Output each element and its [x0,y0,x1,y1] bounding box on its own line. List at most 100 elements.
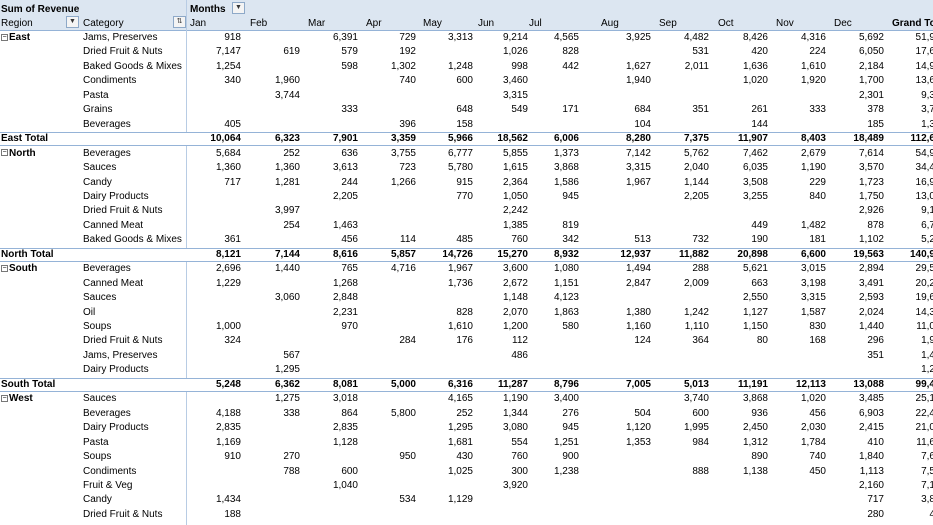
value-cell[interactable]: 1,040 [332,479,358,491]
value-cell[interactable]: 864 [341,407,358,419]
value-cell[interactable]: 740 [809,451,826,463]
value-cell[interactable]: 915 [456,176,473,188]
value-cell[interactable]: 158 [456,118,473,130]
value-cell[interactable]: 244 [341,176,358,188]
value-cell[interactable]: 1,681 [447,436,473,448]
value-cell[interactable]: 6,006 [553,133,579,145]
grand-total-cell[interactable]: 112,6 [910,133,933,145]
value-cell[interactable]: 456 [809,407,826,419]
value-cell[interactable]: 284 [399,335,416,347]
value-cell[interactable]: 1,151 [553,277,579,289]
value-cell[interactable]: 442 [562,60,579,72]
value-cell[interactable]: 1,700 [858,75,884,87]
category-label[interactable]: Condiments [83,75,137,87]
value-cell[interactable]: 112 [512,335,528,347]
value-cell[interactable]: 3,315 [502,89,528,101]
grand-total-cell[interactable]: 25,1 [915,393,933,405]
value-cell[interactable]: 229 [809,176,826,188]
value-cell[interactable]: 580 [562,321,579,332]
category-label[interactable]: Pasta [83,436,109,448]
grand-total-cell[interactable]: 1,3 [921,118,933,130]
value-cell[interactable]: 2,672 [502,277,528,289]
value-cell[interactable]: 4,165 [447,393,473,405]
value-cell[interactable]: 8,616 [332,248,358,260]
value-cell[interactable]: 3,080 [502,422,528,434]
value-cell[interactable]: 4,482 [683,32,709,43]
value-cell[interactable]: 1,169 [215,436,241,448]
value-cell[interactable]: 2,415 [858,422,884,434]
value-cell[interactable]: 3,997 [274,205,300,217]
value-cell[interactable]: 7,144 [274,248,300,260]
value-cell[interactable]: 6,035 [742,162,768,174]
value-cell[interactable]: 3,018 [332,393,358,405]
value-cell[interactable]: 351 [867,349,884,361]
value-cell[interactable]: 351 [692,104,709,116]
value-cell[interactable]: 3,315 [625,162,651,174]
value-cell[interactable]: 5,692 [858,32,884,43]
value-cell[interactable]: 1,281 [274,176,300,188]
value-cell[interactable]: 2,009 [683,277,709,289]
value-cell[interactable]: 8,932 [553,248,579,260]
value-cell[interactable]: 770 [456,190,473,202]
value-cell[interactable]: 338 [283,407,300,419]
value-cell[interactable]: 1,295 [447,422,473,434]
value-cell[interactable]: 288 [692,263,709,275]
value-cell[interactable]: 5,684 [215,147,241,159]
value-cell[interactable]: 1,150 [742,321,768,332]
value-cell[interactable]: 340 [224,75,241,87]
value-cell[interactable]: 760 [511,234,528,246]
value-cell[interactable]: 600 [692,407,709,419]
category-label[interactable]: Jams, Preserves [83,349,158,361]
value-cell[interactable]: 4,316 [800,32,826,43]
value-cell[interactable]: 1,242 [683,306,709,318]
value-cell[interactable]: 6,777 [447,147,473,159]
category-label[interactable]: Dairy Products [83,422,149,434]
value-cell[interactable]: 1,920 [800,75,826,87]
value-cell[interactable]: 276 [562,407,579,419]
region-label[interactable]: − West [1,393,33,404]
value-cell[interactable]: 1,615 [502,162,528,174]
region-label[interactable]: − South [1,263,37,274]
value-cell[interactable]: 936 [751,407,768,419]
value-cell[interactable]: 10,064 [210,133,241,145]
value-cell[interactable]: 405 [224,118,241,130]
value-cell[interactable]: 1,967 [447,263,473,275]
value-cell[interactable]: 324 [224,335,241,347]
value-cell[interactable]: 1,113 [859,465,884,477]
value-cell[interactable]: 333 [341,104,358,116]
value-cell[interactable]: 717 [867,494,884,506]
region-label[interactable]: − East [1,32,30,43]
value-cell[interactable]: 185 [867,118,884,130]
grand-total-cell[interactable]: 22,4 [915,407,933,419]
value-cell[interactable]: 378 [867,104,884,116]
value-cell[interactable]: 2,024 [858,306,884,318]
value-cell[interactable]: 450 [809,465,826,477]
value-cell[interactable]: 15,270 [497,248,528,260]
value-cell[interactable]: 254 [283,219,300,231]
value-cell[interactable]: 11,882 [678,248,709,260]
value-cell[interactable]: 333 [809,104,826,116]
grand-total-cell[interactable]: 1,2 [921,364,933,376]
category-label[interactable]: Pasta [83,89,109,101]
category-label[interactable]: Sauces [83,292,117,304]
grand-total-cell[interactable]: 99,4 [915,378,933,390]
category-label[interactable]: Candy [83,176,112,188]
value-cell[interactable]: 7,375 [683,133,709,145]
value-cell[interactable]: 648 [456,104,473,116]
value-cell[interactable]: 1,127 [742,306,768,318]
value-cell[interactable]: 2,835 [215,422,241,434]
value-cell[interactable]: 3,744 [274,89,300,101]
value-cell[interactable]: 5,800 [390,407,416,419]
region-total-label[interactable]: East Total [1,133,48,144]
value-cell[interactable]: 1,967 [625,176,651,188]
grand-total-cell[interactable]: 7,1 [921,479,933,491]
value-cell[interactable]: 1,050 [502,190,528,202]
value-cell[interactable]: 8,796 [553,378,579,390]
value-cell[interactable]: 1,148 [502,292,528,304]
value-cell[interactable]: 192 [399,46,416,58]
grand-total-cell[interactable]: 7,5 [921,465,933,477]
value-cell[interactable]: 1,000 [215,321,241,332]
value-cell[interactable]: 888 [692,465,709,477]
region-total-label[interactable]: North Total [1,249,54,260]
value-cell[interactable]: 3,755 [390,147,416,159]
